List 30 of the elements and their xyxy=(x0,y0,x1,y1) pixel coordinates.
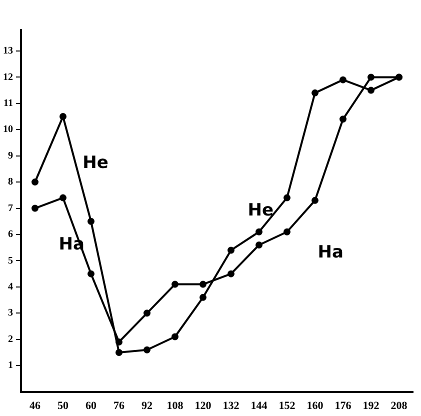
x-tick-label: 208 xyxy=(390,400,408,412)
y-tick-label: 6 xyxy=(8,229,13,240)
x-tick-label: 120 xyxy=(194,400,212,412)
x-tick-label: 92 xyxy=(142,400,153,412)
x-tick-label: 144 xyxy=(250,400,268,412)
series-label: He xyxy=(248,200,274,220)
x-tick-label: 132 xyxy=(222,400,240,412)
x-tick-label: 60 xyxy=(86,400,97,412)
y-tick-label: 4 xyxy=(8,282,13,293)
y-tick-label: 3 xyxy=(8,308,13,319)
y-tick-label: 8 xyxy=(8,176,13,188)
y-tick-label: 7 xyxy=(8,202,13,214)
x-tick-label: 176 xyxy=(334,400,352,412)
x-tick-label: 192 xyxy=(362,400,380,412)
x-tick-label: 108 xyxy=(166,400,184,412)
y-tick-label: 2 xyxy=(8,334,13,345)
y-tick-label: 5 xyxy=(8,255,13,266)
y-tick-label: 10 xyxy=(3,124,13,136)
y-tick-label: 13 xyxy=(3,46,13,57)
text: Ha xyxy=(318,242,344,262)
x-tick-label: 76 xyxy=(114,400,125,412)
text: He xyxy=(82,153,108,174)
x-tick-label: 46 xyxy=(30,400,41,412)
y-tick-label: 11 xyxy=(4,98,13,109)
x-tick-label: 50 xyxy=(58,400,69,412)
y-tick-label: 12 xyxy=(3,72,13,83)
y-tick-label: 9 xyxy=(8,150,13,162)
x-tick-label: 160 xyxy=(306,400,324,412)
y-tick-label: 1 xyxy=(8,360,13,372)
x-tick-label: 152 xyxy=(278,400,296,412)
